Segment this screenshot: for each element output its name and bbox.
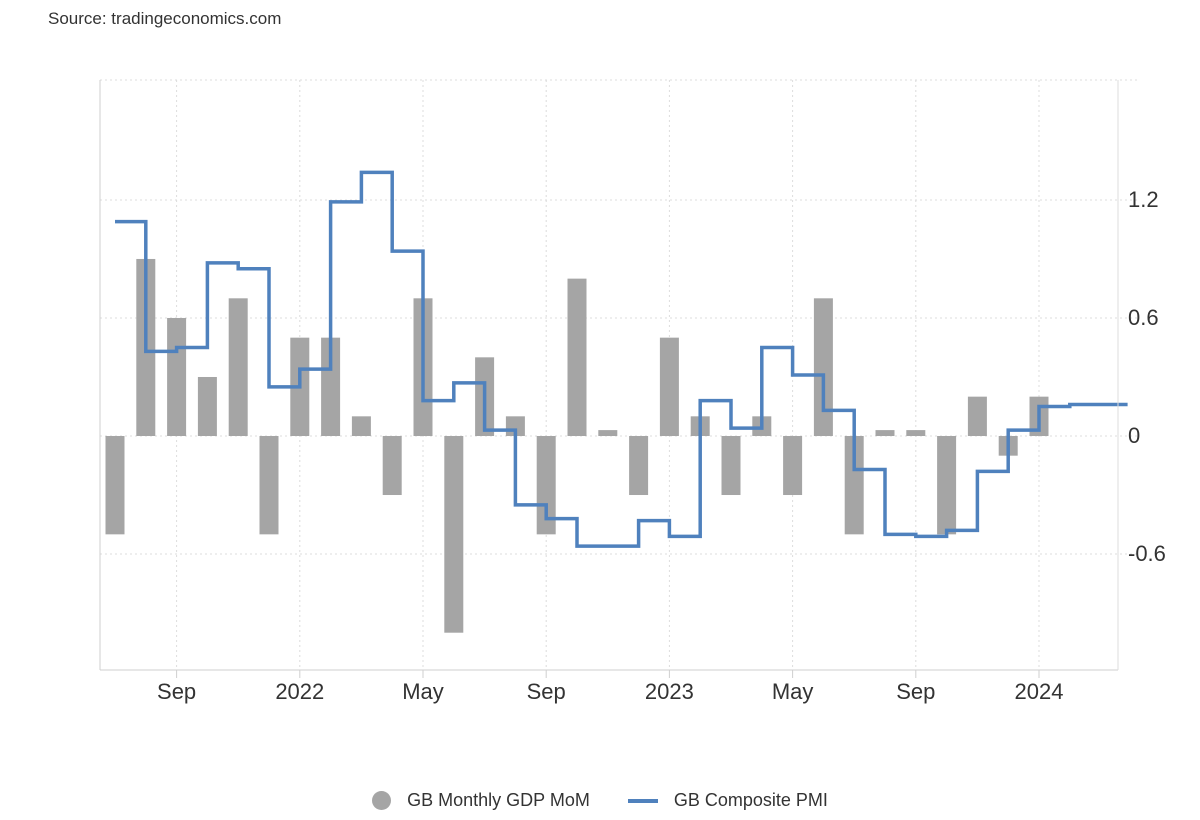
y-tick-label: 0.6 [1128,305,1159,330]
line-marker-icon [627,798,658,803]
circle-marker-icon [372,791,392,810]
legend-label-gdp: GB Monthly GDP MoM [407,790,590,810]
gdp-bar [536,436,556,535]
y-tick-label: 1.2 [1128,187,1159,212]
gdp-bar [813,298,833,436]
gdp-bar [259,436,279,535]
gdp-bar [783,436,803,496]
y-tick-label: 0 [1128,423,1140,448]
gdp-bars [105,258,1049,633]
gdp-bar [567,278,587,436]
x-tick-label: 2022 [275,679,324,704]
x-tick-label: May [772,679,814,704]
grid [100,79,1138,670]
gdp-bar [351,416,371,436]
x-tick-label: Sep [896,679,935,704]
legend: GB Monthly GDP MoM GB Composite PMI [0,790,1200,811]
legend-label-pmi: GB Composite PMI [673,790,828,810]
gdp-bar [721,436,741,496]
gdp-bar [598,430,618,436]
gdp-bar [629,436,649,496]
x-tick-label: May [402,679,444,704]
gdp-bar [321,337,341,436]
gdp-bar [105,436,125,535]
gdp-bar [444,436,464,633]
pmi-line-layer [115,170,1128,548]
x-tick-label: 2023 [645,679,694,704]
pmi-line [115,170,1128,548]
gdp-bar [167,317,187,436]
x-tick-label: Sep [157,679,196,704]
y-tick-label: -0.6 [1128,541,1166,566]
gdp-bar [937,436,957,535]
x-tick-label: 2024 [1015,679,1064,704]
gdp-bar [875,430,895,436]
gdp-bar [659,337,679,436]
gdp-bar [844,436,864,535]
gdp-bar [967,396,987,436]
chart: 1.2 0.6 0 -0.6 Sep 2022 May Sep 2023 May Sep 2024 [99,79,1166,704]
axes: 1.2 0.6 0 -0.6 Sep 2022 May Sep 2023 May Sep 2024 [99,80,1166,704]
legend-item-gdp[interactable]: GB Monthly GDP MoM [372,790,590,811]
x-tick-label: Sep [527,679,566,704]
gdp-bar [228,298,248,436]
gdp-bar [197,376,217,436]
legend-item-pmi[interactable]: GB Composite PMI [627,790,828,811]
gdp-bar [382,436,402,496]
source-label: Source: tradingeconomics.com [48,9,282,28]
gdp-bar [906,430,926,436]
